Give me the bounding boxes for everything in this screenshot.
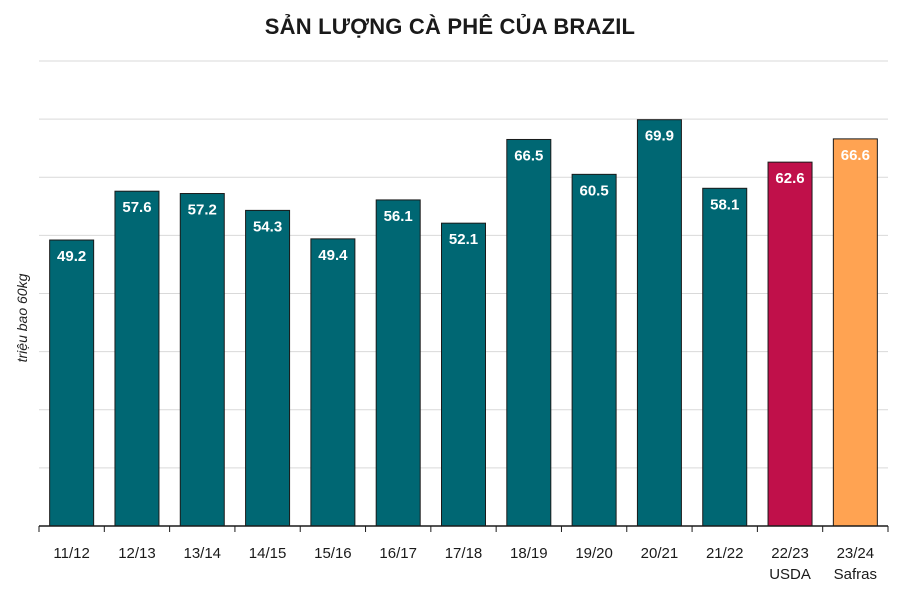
bar bbox=[571, 173, 617, 527]
bar-data-label: 52.1 bbox=[449, 231, 478, 248]
x-tick-label: 18/19 bbox=[510, 545, 548, 562]
bar bbox=[636, 119, 682, 527]
x-tick-label: 11/12 bbox=[53, 545, 89, 562]
bar bbox=[832, 138, 878, 527]
x-tick-label: 23/24 bbox=[837, 545, 875, 562]
bar bbox=[767, 161, 813, 527]
x-tick-label: 17/18 bbox=[445, 545, 483, 562]
bar-data-label: 69.9 bbox=[645, 128, 674, 145]
x-tick-label: 19/20 bbox=[575, 545, 613, 562]
x-tick-label: 22/23 bbox=[771, 545, 809, 562]
bar-data-label: 66.6 bbox=[841, 147, 870, 164]
bar-data-label: 49.4 bbox=[318, 247, 348, 264]
bar bbox=[375, 199, 421, 527]
x-tick-label: 16/17 bbox=[379, 545, 417, 562]
bar-data-label: 57.2 bbox=[188, 202, 217, 219]
bar bbox=[702, 187, 748, 527]
chart-title: SẢN LƯỢNG CÀ PHÊ CỦA BRAZIL bbox=[264, 14, 636, 39]
x-tick-label: Safras bbox=[834, 566, 877, 583]
bar-data-label: 66.5 bbox=[514, 147, 543, 164]
x-tick-label: 15/16 bbox=[314, 545, 352, 562]
bar bbox=[49, 239, 95, 527]
bar-data-label: 58.1 bbox=[710, 196, 739, 213]
bar-data-label: 54.3 bbox=[253, 218, 282, 235]
x-tick-label: 21/22 bbox=[706, 545, 744, 562]
bar-data-label: 62.6 bbox=[775, 170, 804, 187]
x-tick-label: 14/15 bbox=[249, 545, 287, 562]
bar bbox=[245, 209, 291, 527]
bar bbox=[441, 222, 486, 527]
bar bbox=[179, 193, 225, 527]
bar-data-label: 57.6 bbox=[122, 199, 151, 216]
bar-data-label: 60.5 bbox=[580, 182, 609, 199]
bar bbox=[114, 190, 160, 527]
bar bbox=[310, 238, 356, 527]
bar-data-label: 56.1 bbox=[384, 208, 413, 225]
x-tick-label: 12/13 bbox=[118, 545, 156, 562]
x-tick-label: USDA bbox=[769, 566, 811, 583]
x-tick-label: 20/21 bbox=[641, 545, 679, 562]
bar-data-label: 49.2 bbox=[57, 248, 86, 265]
bar bbox=[506, 138, 552, 527]
x-tick-label: 13/14 bbox=[183, 545, 221, 562]
